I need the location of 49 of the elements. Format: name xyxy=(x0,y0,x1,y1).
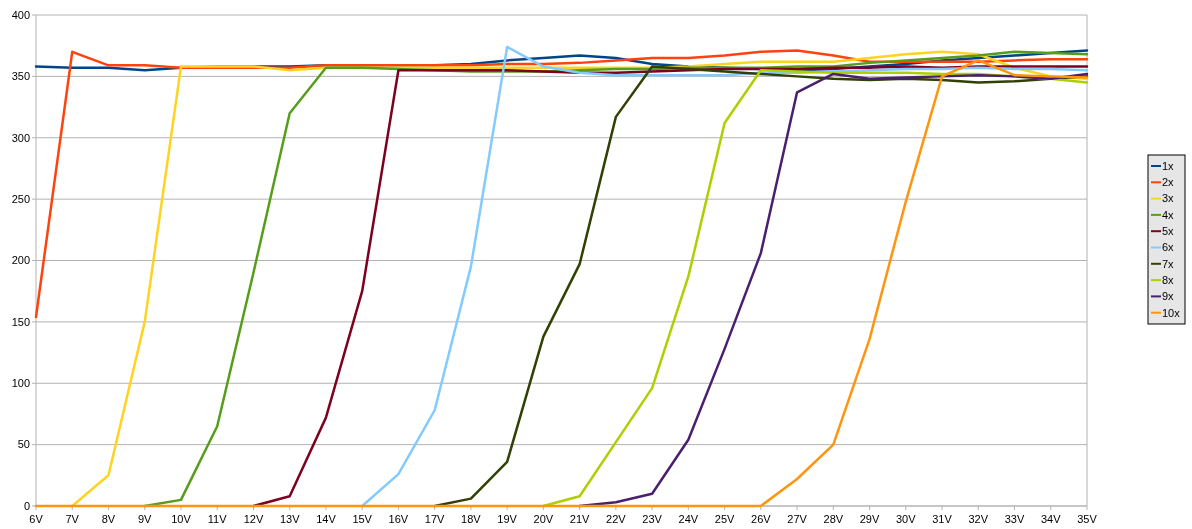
x-tick-label: 34V xyxy=(1040,513,1062,525)
x-tick-label: 24V xyxy=(678,513,699,525)
x-tick-label: 13V xyxy=(279,513,301,525)
x-tick-label: 7V xyxy=(65,513,80,525)
legend-label: 7x xyxy=(1162,257,1175,270)
legend-label: 5x xyxy=(1162,225,1175,238)
y-tick-label: 150 xyxy=(11,315,30,328)
x-tick-label: 12V xyxy=(243,513,264,525)
x-tick-label: 14V xyxy=(316,513,337,525)
y-tick-label: 250 xyxy=(11,192,30,205)
x-tick-label: 28V xyxy=(823,513,844,525)
y-tick-label: 400 xyxy=(11,8,30,21)
legend-label: 10x xyxy=(1162,306,1181,319)
x-tick-label: 18V xyxy=(461,513,482,525)
x-tick-label: 23V xyxy=(642,513,663,525)
x-tick-label: 26V xyxy=(751,513,772,525)
x-tick-label: 9V xyxy=(137,513,153,525)
y-tick-label: 50 xyxy=(17,438,30,451)
x-tick-label: 29V xyxy=(859,513,880,525)
x-tick-label: 31V xyxy=(932,513,953,525)
x-tick-label: 20V xyxy=(533,513,554,525)
x-tick-label: 33V xyxy=(1004,513,1025,525)
x-tick-label: 25V xyxy=(714,513,736,525)
y-tick-label: 0 xyxy=(23,499,30,512)
x-tick-label: 15V xyxy=(352,513,373,525)
x-tick-label: 6V xyxy=(29,513,44,525)
legend-label: 6x xyxy=(1162,241,1175,254)
legend-label: 9x xyxy=(1162,290,1175,303)
x-tick-label: 16V xyxy=(388,513,409,525)
legend-label: 2x xyxy=(1162,176,1175,189)
y-tick-label: 350 xyxy=(11,70,30,83)
x-tick-label: 32V xyxy=(968,513,989,525)
legend-label: 4x xyxy=(1162,208,1175,221)
x-tick-label: 10V xyxy=(171,513,192,525)
x-tick-label: 22V xyxy=(606,513,627,525)
y-tick-label: 100 xyxy=(11,377,30,390)
x-tick-label: 35V xyxy=(1077,513,1098,525)
x-tick-label: 8V xyxy=(101,513,116,525)
x-tick-label: 19V xyxy=(497,513,518,525)
x-tick-label: 21V xyxy=(569,513,591,525)
x-tick-label: 11V xyxy=(207,513,228,525)
x-tick-label: 17V xyxy=(424,513,446,525)
x-tick-label: 30V xyxy=(896,513,917,525)
legend-label: 3x xyxy=(1162,192,1175,205)
y-tick-label: 300 xyxy=(11,131,30,144)
legend-label: 1x xyxy=(1162,159,1175,172)
legend-label: 8x xyxy=(1162,273,1175,286)
x-tick-label: 27V xyxy=(787,513,808,525)
y-tick-label: 200 xyxy=(11,254,30,267)
